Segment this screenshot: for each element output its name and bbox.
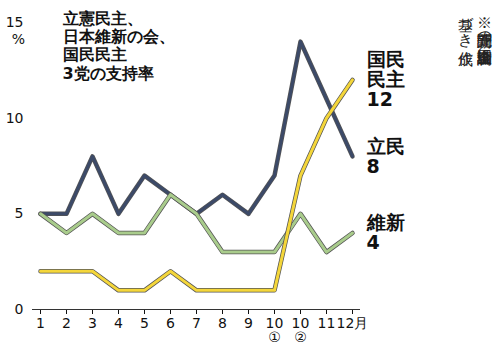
svg-text:8: 8 bbox=[218, 315, 227, 331]
svg-text:15: 15 bbox=[6, 14, 24, 30]
svg-text:11: 11 bbox=[318, 315, 336, 331]
svg-text:4: 4 bbox=[114, 315, 123, 331]
svg-text:%: % bbox=[12, 31, 25, 47]
svg-text:3: 3 bbox=[88, 315, 97, 331]
svg-text:7: 7 bbox=[192, 315, 201, 331]
svg-text:6: 6 bbox=[166, 315, 175, 331]
svg-text:12月: 12月 bbox=[337, 315, 369, 331]
svg-text:9: 9 bbox=[244, 315, 253, 331]
svg-text:1: 1 bbox=[36, 315, 45, 331]
svg-text:10: 10 bbox=[6, 110, 24, 126]
svg-text:2: 2 bbox=[62, 315, 71, 331]
svg-text:0: 0 bbox=[15, 301, 24, 317]
svg-text:立民8: 立民8 bbox=[366, 135, 405, 177]
svg-text:維新4: 維新4 bbox=[366, 211, 405, 253]
svg-text:5: 5 bbox=[140, 315, 149, 331]
svg-text:5: 5 bbox=[15, 205, 24, 221]
html-text:※読売新聞の全国世論調査に 基づき作成: ※読売新聞の全国世論調査に 基づき作成 bbox=[457, 6, 494, 55]
svg-text:立憲民主、日本維新の会、国民民主3党の支持率: 立憲民主、日本維新の会、国民民主3党の支持率 bbox=[62, 9, 175, 83]
svg-text:10①: 10① bbox=[266, 315, 284, 345]
svg-text:国民民主12: 国民民主12 bbox=[367, 48, 405, 110]
svg-text:10②: 10② bbox=[292, 315, 310, 345]
